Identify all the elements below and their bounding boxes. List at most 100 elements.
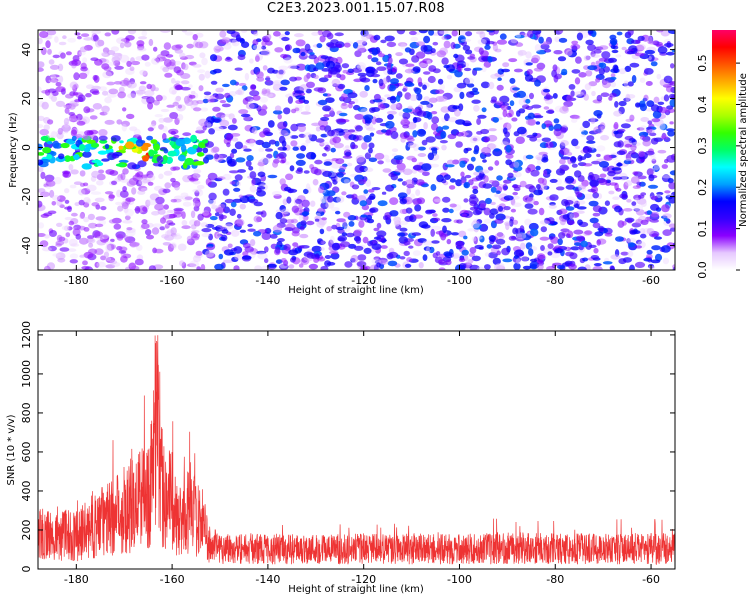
heatmap-cell xyxy=(378,78,384,87)
heatmap-cell xyxy=(207,243,214,248)
heatmap-cell xyxy=(430,163,440,168)
heatmap-cell xyxy=(469,206,479,211)
heatmap-cell xyxy=(666,155,675,163)
heatmap-cell xyxy=(110,238,115,243)
heatmap-cell xyxy=(214,263,224,270)
heatmap-cell xyxy=(382,154,390,160)
heatmap-cell xyxy=(308,54,317,60)
heatmap-cell xyxy=(238,194,244,199)
heatmap-cell xyxy=(353,229,363,234)
heatmap-cell xyxy=(365,30,372,36)
heatmap-cell xyxy=(85,93,92,98)
heatmap-cell xyxy=(249,139,255,147)
heatmap-cell xyxy=(241,85,248,91)
heatmap-cell xyxy=(668,93,675,100)
heatmap-cell xyxy=(295,198,303,204)
heatmap-cell xyxy=(58,41,67,46)
heatmap-cell xyxy=(163,42,172,50)
heatmap-cell xyxy=(476,219,483,225)
heatmap-cell xyxy=(565,251,575,257)
heatmap-cell xyxy=(151,211,160,216)
heatmap-cell xyxy=(483,61,491,68)
heatmap-cell xyxy=(662,229,672,237)
heatmap-cell xyxy=(166,104,175,108)
heatmap-cell xyxy=(97,150,108,155)
x-tick-label: -80 xyxy=(546,274,564,287)
heatmap-cell xyxy=(153,46,158,52)
heatmap-cell xyxy=(559,158,566,165)
heatmap-cell xyxy=(476,131,483,135)
heatmap-cell xyxy=(335,118,346,123)
heatmap-cell xyxy=(181,211,186,220)
heatmap-cell xyxy=(484,44,491,50)
heatmap-cell xyxy=(141,54,150,61)
heatmap-cell xyxy=(493,148,500,152)
heatmap-cell xyxy=(611,167,622,171)
heatmap-cell xyxy=(385,184,395,192)
heatmap-cell xyxy=(138,178,147,185)
heatmap-cell xyxy=(234,67,243,71)
heatmap-cell xyxy=(110,46,120,52)
heatmap-cell xyxy=(215,114,220,118)
heatmap-cell xyxy=(423,122,428,130)
heatmap-cell xyxy=(402,85,408,92)
heatmap-cell xyxy=(601,51,611,59)
heatmap-cell xyxy=(584,230,593,235)
heatmap-cell xyxy=(223,206,230,214)
heatmap-cell xyxy=(182,132,192,137)
heatmap-cell xyxy=(164,72,173,78)
heatmap-cell xyxy=(318,77,329,83)
heatmap-cell xyxy=(68,118,75,122)
heatmap-cell xyxy=(538,207,545,216)
heatmap-cell xyxy=(450,42,456,50)
heatmap-cell xyxy=(78,189,86,196)
heatmap-cell xyxy=(267,120,275,128)
heatmap-cell xyxy=(580,133,586,138)
heatmap-cell xyxy=(127,93,137,99)
heatmap-cell xyxy=(632,185,641,189)
heatmap-cell xyxy=(486,30,496,33)
heatmap-cell xyxy=(623,159,632,165)
heatmap-cell xyxy=(317,207,324,213)
heatmap-cell xyxy=(127,162,137,170)
heatmap-cell xyxy=(213,126,224,131)
heatmap-cell xyxy=(193,107,202,112)
heatmap-cell xyxy=(96,162,104,166)
heatmap-cell xyxy=(74,202,80,207)
heatmap-cell xyxy=(614,101,619,108)
heatmap-cell xyxy=(202,211,212,219)
heatmap-cell xyxy=(169,112,179,119)
heatmap-cell xyxy=(650,203,660,211)
heatmap-cell xyxy=(326,226,333,232)
heatmap-cell xyxy=(436,50,447,58)
heatmap-cell xyxy=(374,152,385,160)
heatmap-cell xyxy=(171,89,177,95)
heatmap-cell xyxy=(545,93,551,100)
heatmap-cell xyxy=(387,260,398,267)
heatmap-cell xyxy=(298,133,306,138)
heatmap-cell xyxy=(598,57,608,62)
heatmap-cell xyxy=(225,222,233,227)
heatmap-cell xyxy=(345,145,350,149)
heatmap-cell xyxy=(502,137,511,146)
heatmap-cell xyxy=(599,173,607,178)
heatmap-cell xyxy=(487,166,494,171)
heatmap-cell xyxy=(412,250,421,256)
heatmap-cell xyxy=(393,155,404,161)
heatmap-cell xyxy=(476,266,485,270)
heatmap-cell xyxy=(471,236,477,242)
heatmap-cell xyxy=(531,104,542,109)
heatmap-cell xyxy=(192,173,201,179)
heatmap-cell xyxy=(586,140,596,144)
heatmap-cell xyxy=(357,106,368,113)
heatmap-cell xyxy=(184,54,195,60)
heatmap-cell xyxy=(567,220,575,226)
heatmap-cell xyxy=(174,144,180,151)
heatmap-cell xyxy=(259,50,270,55)
heatmap-cell xyxy=(426,59,432,66)
heatmap-cell xyxy=(306,220,315,226)
heatmap-cell xyxy=(386,41,397,48)
heatmap-cell xyxy=(198,118,209,127)
heatmap-cell xyxy=(137,36,148,40)
